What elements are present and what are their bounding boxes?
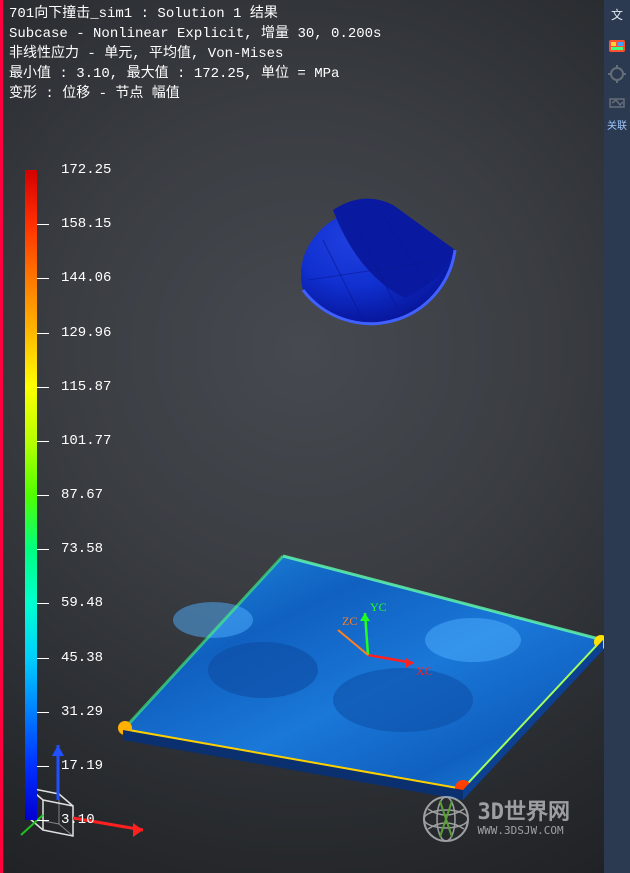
header-line: 最小值 : 3.10, 最大值 : 172.25, 单位 = MPa xyxy=(9,66,339,82)
plate-side xyxy=(123,730,463,800)
legend-label: 101.77 xyxy=(61,433,111,449)
legend-tick xyxy=(37,658,49,659)
watermark-url: WWW.3DSJW.COM xyxy=(478,824,571,837)
plate-top xyxy=(123,556,603,790)
result-header: 701向下撞击_sim1 : Solution 1 结果 Subcase - N… xyxy=(9,4,381,104)
header-line: 变形 : 位移 - 节点 幅值 xyxy=(9,86,180,102)
legend-tick xyxy=(37,441,49,442)
legend-label: 158.15 xyxy=(61,216,111,232)
side-tab[interactable]: 文 xyxy=(609,0,625,29)
impactor-cutface xyxy=(333,199,455,298)
legend-label: 45.38 xyxy=(61,650,103,666)
legend-tick xyxy=(37,333,49,334)
legend-gradient-bar xyxy=(25,170,37,820)
impactor-facet xyxy=(383,215,428,285)
legend-label: 73.58 xyxy=(61,541,103,557)
csys-z-label: ZC xyxy=(342,614,357,628)
legend-tick xyxy=(37,766,49,767)
watermark-text: 3D世界网 xyxy=(478,802,571,824)
legend-tick xyxy=(37,820,49,821)
legend-label: 144.06 xyxy=(61,270,111,286)
color-legend: 172.25158.15144.06129.96115.87101.7787.6… xyxy=(25,170,145,820)
legend-label: 3.10 xyxy=(61,812,95,828)
plate-hotspot xyxy=(455,780,471,796)
plate-patch xyxy=(425,618,521,662)
legend-tick xyxy=(37,278,49,279)
legend-tick xyxy=(37,224,49,225)
toolbar-icon-1[interactable] xyxy=(606,35,628,57)
plate-patch xyxy=(173,602,253,638)
impactor-rim xyxy=(303,250,455,324)
impactor-facet xyxy=(353,220,398,310)
plate-edge-warm xyxy=(283,556,603,640)
header-line: Subcase - Nonlinear Explicit, 增量 30, 0.2… xyxy=(9,26,381,42)
plate-patch xyxy=(333,668,473,732)
plate-edge-warm xyxy=(123,730,463,790)
legend-label: 31.29 xyxy=(61,704,103,720)
impactor-hemisphere xyxy=(301,205,455,324)
plate-patch xyxy=(208,642,318,698)
legend-tick xyxy=(37,495,49,496)
legend-label: 129.96 xyxy=(61,325,111,341)
header-line: 701向下撞击_sim1 : Solution 1 结果 xyxy=(9,6,278,22)
legend-tick xyxy=(37,549,49,550)
plate-hotspot xyxy=(594,635,604,649)
legend-label: 59.48 xyxy=(61,595,103,611)
legend-tick xyxy=(37,603,49,604)
plate-side xyxy=(463,640,603,800)
impactor-facet xyxy=(323,240,363,320)
legend-tick xyxy=(37,387,49,388)
watermark: 3D世界网 WWW.3DSJW.COM xyxy=(422,795,571,843)
toolbar-icon-2[interactable] xyxy=(606,63,628,85)
csys-triad-center: XC YC ZC xyxy=(338,600,433,678)
legend-label: 172.25 xyxy=(61,162,111,178)
globe-icon xyxy=(422,795,470,843)
side-panel: 文 关联 xyxy=(604,0,630,873)
header-line: 非线性应力 - 单元, 平均值, Von-Mises xyxy=(9,46,283,62)
plate-edge-warm xyxy=(463,640,603,790)
toolbar-icon-3[interactable] xyxy=(606,91,628,113)
assoc-label[interactable]: 关联 xyxy=(607,117,627,132)
legend-tick xyxy=(37,712,49,713)
simulation-viewport[interactable]: XC YC ZC 701向下撞击_sim1 : Solution 1 结果 Su… xyxy=(0,0,604,873)
legend-label: 17.19 xyxy=(61,758,103,774)
csys-y-label: YC xyxy=(370,600,387,614)
csys-x-label: XC xyxy=(416,664,433,678)
legend-label: 87.67 xyxy=(61,487,103,503)
impactor-facet xyxy=(308,260,443,280)
legend-label: 115.87 xyxy=(61,379,111,395)
plate-edge-warm xyxy=(123,556,283,730)
